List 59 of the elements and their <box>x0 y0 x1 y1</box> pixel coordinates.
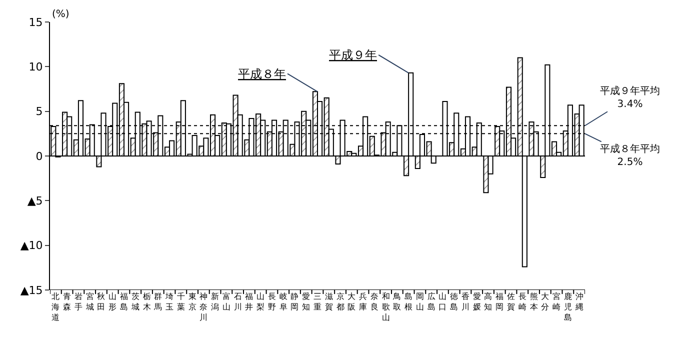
x-tick-label: 北海道 <box>52 292 60 322</box>
x-tick-label: 新潟 <box>211 292 220 312</box>
ref-line-label: 平成９年平均 3.4% <box>600 85 660 110</box>
x-tick-label: 茨城 <box>130 292 140 312</box>
y-tick-label: 5 <box>36 105 43 118</box>
x-tick-label: 山口 <box>438 292 447 312</box>
x-tick-label: 京都 <box>336 292 344 312</box>
x-tick-label: 鹿児島 <box>564 292 572 322</box>
x-tick-label: 山梨 <box>256 292 265 312</box>
x-tick-label: 徳島 <box>450 292 458 312</box>
x-tick-label: 長崎 <box>518 292 526 312</box>
x-tick-label: 秋田 <box>97 292 106 312</box>
x-tick-label: 宮崎 <box>552 292 561 312</box>
annotation: 平成８年 <box>238 67 286 81</box>
y-tick-label: 15 <box>28 16 43 29</box>
x-tick-label: 岐阜 <box>279 292 288 312</box>
x-tick-label: 愛媛 <box>472 292 481 312</box>
x-tick-label: 静岡 <box>290 292 299 312</box>
x-tick-label: 奈良 <box>370 292 378 312</box>
x-tick-label: 高知 <box>484 292 492 312</box>
x-tick-label: 熊本 <box>530 292 538 312</box>
x-tick-label: 島根 <box>404 292 413 312</box>
x-tick-label: 山形 <box>108 292 117 312</box>
x-tick-label: 栃木 <box>142 292 151 312</box>
x-tick-label: 岡山 <box>416 292 424 312</box>
x-tick-label: 福岡 <box>496 292 504 312</box>
x-tick-label: 香川 <box>461 292 470 312</box>
x-tick-label: 広島 <box>427 292 436 312</box>
x-tick-label: 和歌山 <box>382 292 390 322</box>
x-tick-label: 岩手 <box>74 292 82 312</box>
y-tick-label: ▲15 <box>20 284 43 297</box>
y-tick-label: ▲10 <box>20 239 43 252</box>
x-tick-label: 神奈川 <box>200 292 208 322</box>
x-tick-label: 石川 <box>234 292 242 312</box>
y-axis-title: (%) <box>52 9 70 20</box>
y-tick-label: 0 <box>36 150 43 163</box>
x-tick-label: 愛知 <box>302 292 310 312</box>
x-tick-label: 千葉 <box>176 292 185 312</box>
x-tick-label: 青森 <box>63 292 72 312</box>
x-tick-label: 鳥取 <box>392 292 402 312</box>
y-tick-label: 10 <box>28 60 43 74</box>
ref-line-label: 平成８年平均 2.5% <box>600 143 660 168</box>
x-tick-label: 埼玉 <box>164 292 174 312</box>
x-tick-label: 兵庫 <box>359 292 368 312</box>
x-tick-label: 長野 <box>268 292 276 312</box>
x-tick-label: 滋賀 <box>324 292 333 312</box>
x-tick-label: 東京 <box>188 292 196 312</box>
x-tick-label: 三重 <box>314 292 322 312</box>
annotation: 平成９年 <box>329 48 377 62</box>
x-tick-label: 大阪 <box>348 292 356 312</box>
x-tick-label: 福井 <box>245 292 254 312</box>
x-tick-label: 宮城 <box>84 292 94 312</box>
y-tick-label: ▲5 <box>27 194 43 208</box>
x-tick-label: 大分 <box>541 292 550 312</box>
x-tick-label: 富山 <box>222 292 230 312</box>
x-tick-label: 佐賀 <box>507 292 516 312</box>
x-tick-label: 沖縄 <box>574 292 584 312</box>
x-tick-label: 群馬 <box>153 292 162 312</box>
x-tick-label: 福島 <box>120 292 128 312</box>
